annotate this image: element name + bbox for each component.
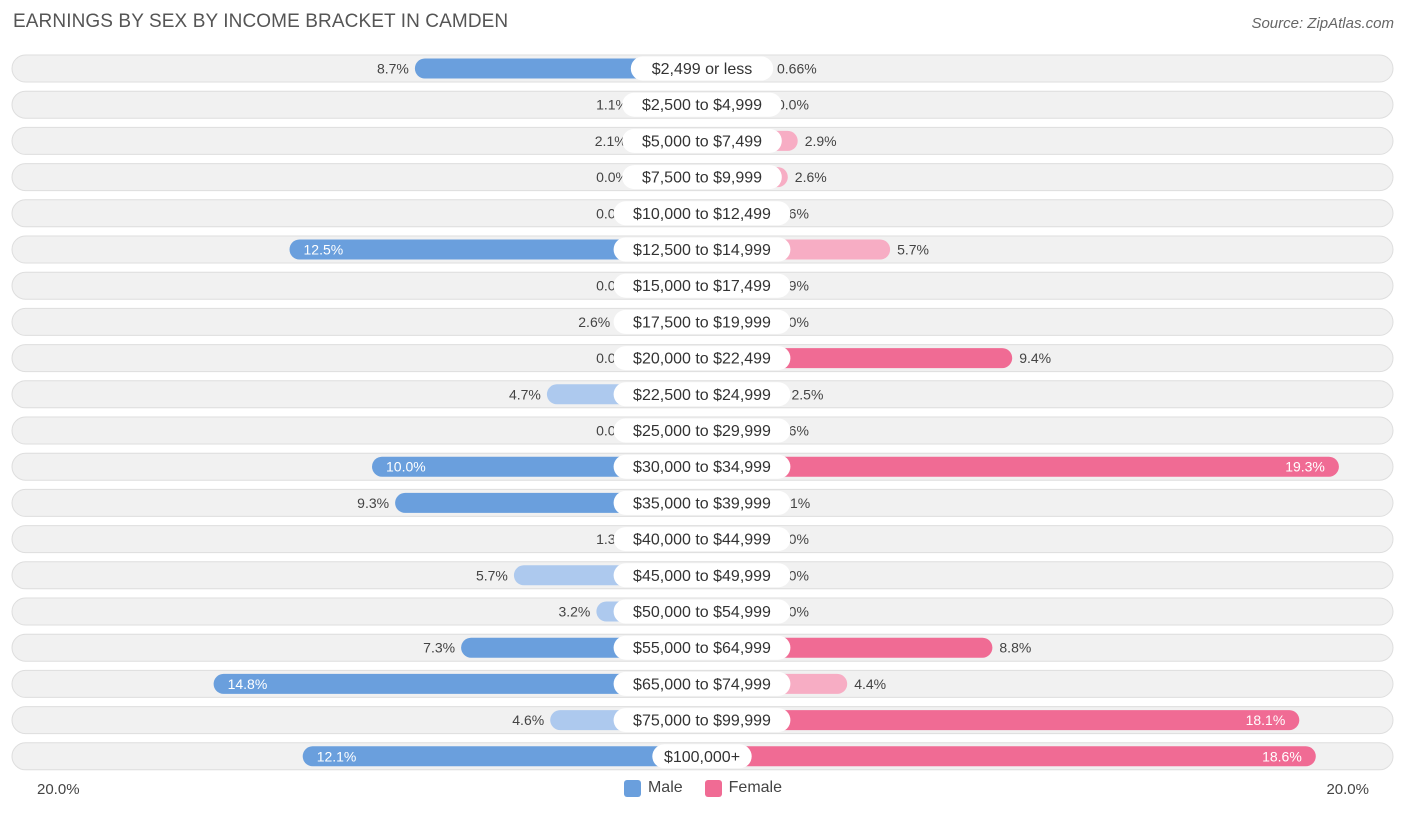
bar-male <box>302 746 702 767</box>
bar-male <box>414 58 702 79</box>
data-label-male: 2.1% <box>595 133 627 149</box>
data-label-female: 18.6% <box>1262 748 1302 764</box>
data-label-male: 8.7% <box>377 61 409 77</box>
category-label-bg <box>652 744 752 769</box>
category-label-bg <box>613 671 791 696</box>
category-label-bg <box>613 346 791 371</box>
data-label-female: 0.0% <box>777 97 809 113</box>
axis-max-label: 20.0% <box>1326 781 1369 798</box>
category-label: $25,000 to $29,999 <box>633 423 771 440</box>
category-label: $55,000 to $64,999 <box>633 640 771 657</box>
category-label-bg <box>622 165 782 190</box>
legend-item-male[interactable]: Male <box>623 779 683 797</box>
category-label-bg <box>613 454 791 479</box>
category-label-bg <box>622 92 782 117</box>
category-label-bg <box>613 273 791 298</box>
category-label-bg <box>613 490 791 515</box>
category-label: $12,500 to $14,999 <box>633 242 771 259</box>
data-label-female: 4.4% <box>854 676 886 692</box>
category-label-bg <box>613 563 791 588</box>
category-label: $20,000 to $22,499 <box>633 351 771 368</box>
legend-label-male: Male <box>647 779 683 796</box>
bar-male <box>213 673 702 694</box>
category-label-bg <box>622 128 782 153</box>
category-label: $45,000 to $49,999 <box>633 568 771 585</box>
data-label-male: 1.1% <box>596 97 628 113</box>
data-label-male: 7.3% <box>423 640 455 656</box>
category-label-bg <box>630 56 774 81</box>
category-label: $35,000 to $39,999 <box>633 495 771 512</box>
category-label-bg <box>613 201 791 226</box>
data-label-female: 2.5% <box>792 386 824 402</box>
data-label-female: 9.4% <box>1019 350 1051 366</box>
legend-label-female: Female <box>728 779 783 796</box>
category-label: $2,499 or less <box>652 61 753 78</box>
data-label-female: 19.3% <box>1285 459 1325 475</box>
category-label: $40,000 to $44,999 <box>633 532 771 549</box>
bar-female <box>702 456 1339 477</box>
data-label-female: 0.66% <box>777 61 817 77</box>
category-label-bg <box>613 527 791 552</box>
data-label-male: 0.0% <box>596 169 628 185</box>
category-label: $75,000 to $99,999 <box>633 713 771 730</box>
data-label-male: 3.2% <box>558 604 590 620</box>
legend-swatch-male <box>623 779 641 797</box>
data-label-male: 4.6% <box>512 712 544 728</box>
category-label: $2,500 to $4,999 <box>642 97 762 114</box>
legend-swatch-female <box>704 779 722 797</box>
data-label-male: 2.6% <box>578 314 610 330</box>
data-label-male: 9.3% <box>357 495 389 511</box>
category-label-bg <box>613 382 791 407</box>
bar-male <box>289 239 702 260</box>
data-label-female: 2.9% <box>805 133 837 149</box>
data-label-male: 14.8% <box>228 676 268 692</box>
category-label-bg <box>613 708 791 733</box>
category-label: $30,000 to $34,999 <box>633 459 771 476</box>
data-label-male: 12.5% <box>304 242 344 258</box>
data-label-male: 4.7% <box>509 386 541 402</box>
chart-title: EARNINGS BY SEX BY INCOME BRACKET IN CAM… <box>13 11 509 32</box>
chart-source: Source: ZipAtlas.com <box>1251 15 1394 32</box>
chart-legend: Male Female <box>0 779 1406 797</box>
category-label: $100,000+ <box>664 749 740 766</box>
category-label: $22,500 to $24,999 <box>633 387 771 404</box>
category-label-bg <box>613 635 791 660</box>
category-label: $7,500 to $9,999 <box>642 170 762 187</box>
category-label-bg <box>613 237 791 262</box>
data-label-male: 10.0% <box>386 459 426 475</box>
category-label: $10,000 to $12,499 <box>633 206 771 223</box>
category-label: $50,000 to $54,999 <box>633 604 771 621</box>
category-label: $65,000 to $74,999 <box>633 676 771 693</box>
category-label-bg <box>613 309 791 334</box>
data-label-male: 12.1% <box>317 748 357 764</box>
category-label: $17,500 to $19,999 <box>633 314 771 331</box>
legend-item-female[interactable]: Female <box>704 779 783 797</box>
category-label-bg <box>613 599 791 624</box>
bar-female <box>702 746 1316 767</box>
data-label-male: 5.7% <box>476 567 508 583</box>
category-label: $5,000 to $7,499 <box>642 133 762 150</box>
axis-min-label: 20.0% <box>37 781 80 798</box>
bar-female <box>702 710 1300 731</box>
data-label-female: 2.6% <box>795 169 827 185</box>
data-label-female: 5.7% <box>897 242 929 258</box>
data-label-female: 18.1% <box>1246 712 1286 728</box>
category-label: $15,000 to $17,499 <box>633 278 771 295</box>
data-label-female: 8.8% <box>999 640 1031 656</box>
category-label-bg <box>613 418 791 443</box>
